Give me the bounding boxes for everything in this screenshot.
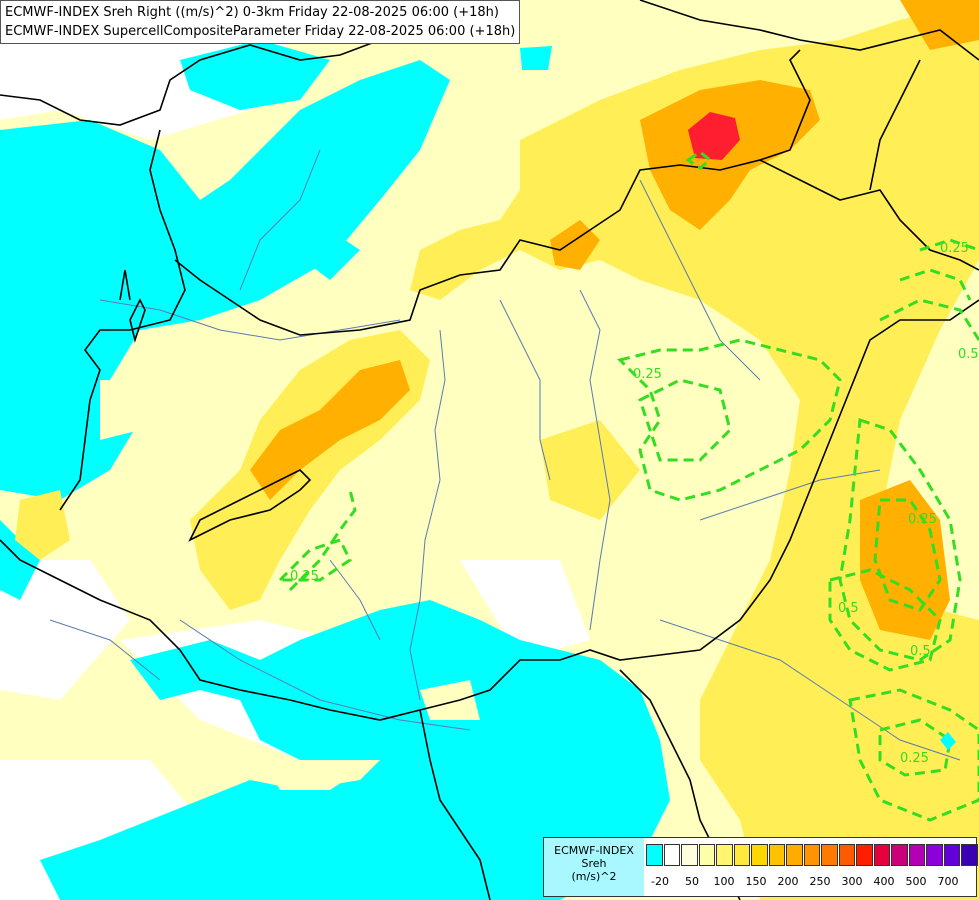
contour-label: 0.25 [633,367,662,382]
legend-ticks: -20 50 100 150 200 250 300 400 500 700 [646,875,976,891]
contour-label: 0.5 [910,644,931,659]
legend-title: ECMWF-INDEX Sreh (m/s)^2 [544,838,644,896]
legend-tick-label: -20 [651,875,669,888]
legend-tick-label: 400 [873,875,895,888]
legend-swatch [803,844,820,866]
legend-swatch [891,844,908,866]
contour-label: 0.5 [838,601,859,616]
contour-label: 0.25 [900,751,929,766]
legend-tick-label: 200 [777,875,799,888]
legend-swatch [943,844,960,866]
legend-title-line: ECMWF-INDEX [554,844,634,857]
scp-contours [276,150,979,822]
legend-swatch [716,844,733,866]
rivers [49,149,961,761]
helicity-orange-areas [250,0,979,640]
legend-swatch [961,844,978,866]
legend-title-line: Sreh [581,857,607,870]
legend-tick-label: 50 [685,875,699,888]
legend-tick-label: 300 [841,875,863,888]
helicity-red-core [688,112,740,160]
legend-swatch [663,844,680,866]
legend-swatch [821,844,838,866]
legend-swatch [646,844,663,866]
legend-swatch [733,844,750,866]
legend-swatch [873,844,890,866]
legend-swatch [786,844,803,866]
legend-tick-label: 700 [937,875,959,888]
legend-swatch [856,844,873,866]
color-legend: ECMWF-INDEX Sreh (m/s)^2 -20 50 100 150 200 2… [543,837,979,897]
scp-contour-labels: 0.25 0.25 0.25 0.5 0.5 0.25 0.5 0.25 [290,241,979,766]
legend-tick-label: 150 [745,875,767,888]
legend-swatch [698,844,715,866]
header-line-scp: ECMWF-INDEX SupercellCompositeParameter … [5,24,516,39]
legend-swatch [681,844,698,866]
legend-tick-label: 500 [905,875,927,888]
legend-swatch [926,844,943,866]
legend-swatch [908,844,925,866]
legend-title-line: (m/s)^2 [571,870,617,883]
legend-swatch [751,844,768,866]
header-line-sreh: ECMWF-INDEX Sreh Right ((m/s)^2) 0-3km F… [5,5,499,20]
legend-swatch [768,844,785,866]
contour-label: 0.25 [940,241,969,256]
contour-label: 0.5 [958,347,979,362]
map-header: ECMWF-INDEX Sreh Right ((m/s)^2) 0-3km F… [0,0,521,44]
contour-label: 0.25 [290,569,319,584]
legend-tick-label: 100 [713,875,735,888]
legend-swatches [646,844,979,868]
contour-label: 0.25 [908,512,937,527]
legend-tick-label: 250 [809,875,831,888]
legend-swatch [838,844,855,866]
